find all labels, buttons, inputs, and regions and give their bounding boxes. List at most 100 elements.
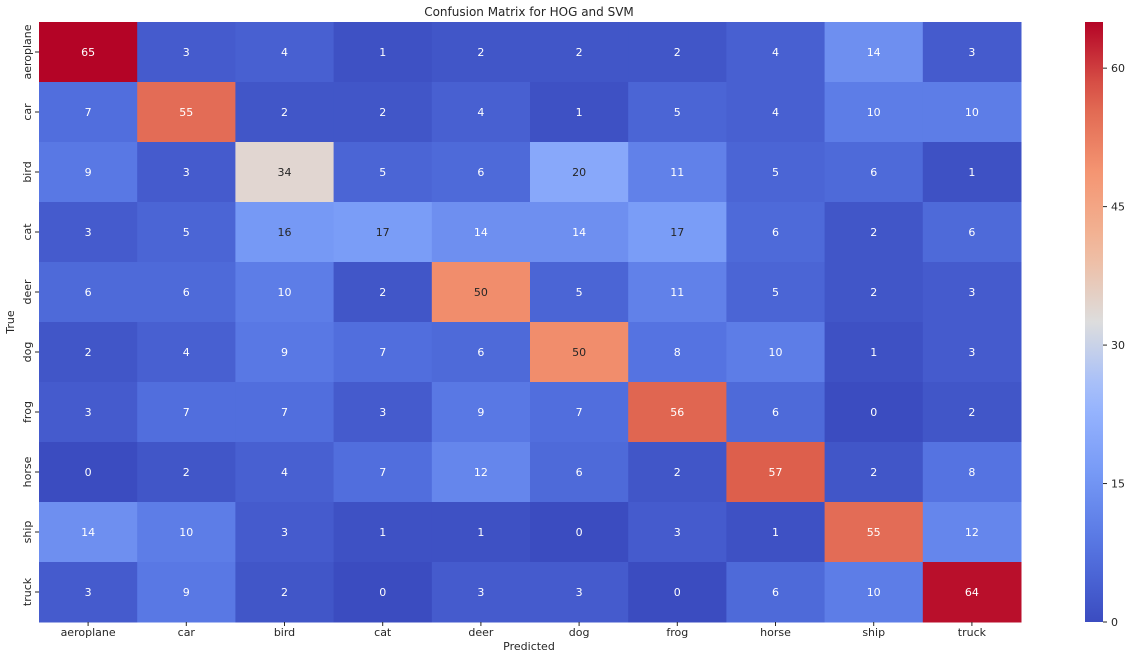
y-tick-label: bird xyxy=(21,161,34,182)
heatmap-cell xyxy=(137,322,236,383)
heatmap-cell xyxy=(628,202,727,263)
heatmap-cell xyxy=(530,562,629,623)
cell-value-label: 12 xyxy=(474,466,488,479)
x-tick-label: horse xyxy=(760,626,791,639)
cell-value-label: 11 xyxy=(670,286,684,299)
cell-value-label: 7 xyxy=(281,406,288,419)
x-tick-label: aeroplane xyxy=(61,626,116,639)
cell-value-label: 0 xyxy=(379,586,386,599)
heatmap-cell xyxy=(922,82,1022,143)
cell-value-label: 7 xyxy=(576,406,583,419)
heatmap-cell xyxy=(431,82,531,143)
heatmap-cell xyxy=(530,382,629,443)
heatmap-cell xyxy=(922,382,1022,443)
colorbar-tick-label: 45 xyxy=(1111,201,1125,214)
cell-value-label: 6 xyxy=(183,286,190,299)
heatmap-cell xyxy=(431,202,531,263)
colorbar-tick-label: 60 xyxy=(1111,62,1125,75)
heatmap-cell xyxy=(726,562,826,623)
heatmap-cell xyxy=(137,262,236,323)
heatmap-cell xyxy=(726,82,826,143)
cell-value-label: 8 xyxy=(968,466,975,479)
heatmap-cell xyxy=(628,322,727,383)
heatmap-cell xyxy=(39,202,138,263)
cell-value-label: 4 xyxy=(183,346,190,359)
cell-value-label: 10 xyxy=(867,106,881,119)
heatmap-cell xyxy=(922,202,1022,263)
y-tick-label: cat xyxy=(21,223,34,241)
x-tick-label: dog xyxy=(569,626,590,639)
cell-value-label: 2 xyxy=(379,106,386,119)
heatmap-cell xyxy=(824,82,924,143)
cell-value-label: 2 xyxy=(85,346,92,359)
heatmap-cell xyxy=(39,562,138,623)
heatmap-cell xyxy=(726,22,826,83)
cell-value-label: 56 xyxy=(670,406,684,419)
cell-value-label: 8 xyxy=(674,346,681,359)
heatmap-cell xyxy=(628,82,727,143)
heatmap-cell xyxy=(530,442,629,503)
cell-value-label: 6 xyxy=(477,346,484,359)
heatmap-cell xyxy=(824,322,924,383)
cell-value-label: 3 xyxy=(85,586,92,599)
y-tick-labels: aeroplane car bird cat deer dog frog horse ship t… xyxy=(21,24,39,606)
y-tick-label: dog xyxy=(21,342,34,363)
heatmap-cell xyxy=(726,142,826,203)
y-tick-label: horse xyxy=(21,456,34,487)
colorbar-ticks: 0 15 30 45 60 xyxy=(1103,62,1125,629)
cell-value-label: 6 xyxy=(772,226,779,239)
heatmap-cell xyxy=(824,22,924,83)
cell-value-label: 1 xyxy=(968,166,975,179)
y-tick-label: ship xyxy=(21,521,34,544)
heatmap-cell xyxy=(333,382,433,443)
heatmap-cell xyxy=(530,322,629,383)
cell-value-label: 3 xyxy=(968,346,975,359)
heatmap-cell xyxy=(628,442,727,503)
heatmap-cell xyxy=(235,322,335,383)
cell-value-label: 9 xyxy=(477,406,484,419)
heatmap-cell xyxy=(333,202,433,263)
heatmap-cell xyxy=(39,382,138,443)
cell-value-label: 3 xyxy=(85,406,92,419)
heatmap-cell xyxy=(726,262,826,323)
heatmap-cell xyxy=(137,442,236,503)
cell-value-label: 11 xyxy=(670,166,684,179)
heatmap-cell xyxy=(628,262,727,323)
cell-value-label: 14 xyxy=(81,526,95,539)
cell-value-label: 3 xyxy=(576,586,583,599)
cell-value-label: 2 xyxy=(674,46,681,59)
cell-value-label: 4 xyxy=(772,106,779,119)
x-axis-label: Predicted xyxy=(503,640,555,653)
heatmap-cell xyxy=(333,82,433,143)
heatmap-cell xyxy=(137,382,236,443)
heatmap-cell xyxy=(137,82,236,143)
heatmap-cell xyxy=(431,382,531,443)
cell-value-label: 9 xyxy=(281,346,288,359)
cell-value-label: 1 xyxy=(477,526,484,539)
heatmap-cell xyxy=(39,322,138,383)
heatmap-cell xyxy=(333,442,433,503)
cell-value-label: 2 xyxy=(674,466,681,479)
heatmap-cell xyxy=(922,442,1022,503)
cell-value-label: 3 xyxy=(85,226,92,239)
heatmap-cell xyxy=(824,562,924,623)
cell-value-label: 3 xyxy=(183,166,190,179)
x-tick-label: cat xyxy=(374,626,392,639)
y-tick-label: deer xyxy=(21,279,34,305)
cell-value-label: 4 xyxy=(281,466,288,479)
heatmap-cell xyxy=(824,262,924,323)
cell-value-label: 17 xyxy=(376,226,390,239)
cell-value-label: 9 xyxy=(85,166,92,179)
colorbar-tick-label: 15 xyxy=(1111,478,1125,491)
colorbar-tick-label: 30 xyxy=(1111,339,1125,352)
cell-value-label: 0 xyxy=(576,526,583,539)
cell-value-label: 4 xyxy=(477,106,484,119)
heatmap-cell xyxy=(235,142,335,203)
heatmap-cell xyxy=(137,562,236,623)
cell-value-label: 64 xyxy=(965,586,979,599)
cell-value-label: 50 xyxy=(474,286,488,299)
heatmap-cell xyxy=(333,22,433,83)
heatmap-cell xyxy=(39,262,138,323)
cell-value-label: 0 xyxy=(870,406,877,419)
